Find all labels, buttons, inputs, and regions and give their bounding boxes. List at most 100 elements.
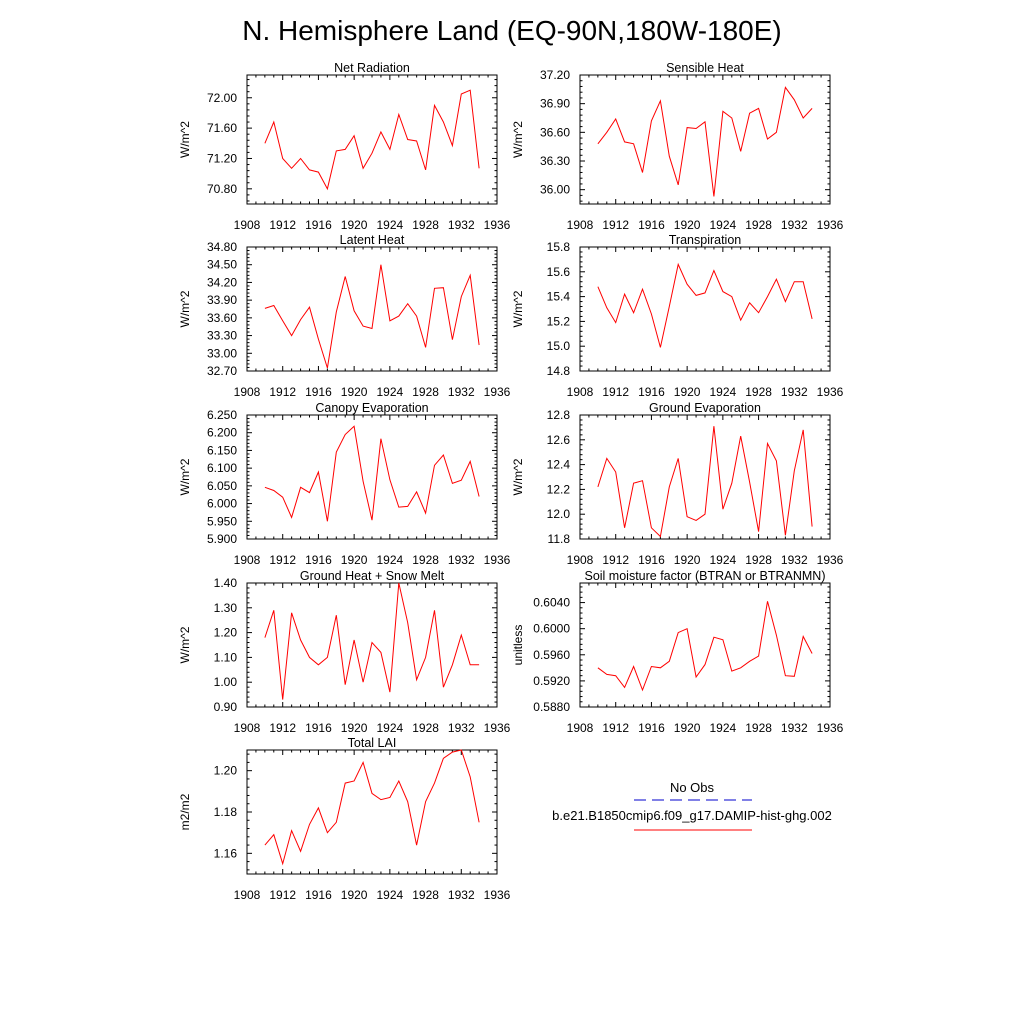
- y-tick-label: 0.6040: [533, 596, 570, 610]
- y-tick-label: 6.150: [207, 443, 237, 457]
- series-line: [597, 601, 813, 692]
- x-tick-label: 1912: [269, 721, 296, 735]
- x-tick-label: 1920: [341, 721, 368, 735]
- panel-title: Net Radiation: [334, 61, 410, 75]
- y-tick-label: 71.20: [207, 151, 237, 165]
- x-tick-label: 1924: [710, 385, 737, 399]
- y-tick-label: 32.70: [207, 364, 237, 378]
- y-tick-label: 12.0: [547, 507, 571, 521]
- panel-title: Ground Evaporation: [649, 401, 761, 415]
- x-tick-label: 1924: [377, 721, 404, 735]
- x-tick-label: 1932: [781, 721, 808, 735]
- y-tick-label: 1.20: [214, 626, 238, 640]
- x-tick-label: 1928: [745, 385, 772, 399]
- x-tick-label: 1916: [638, 385, 665, 399]
- y-axis-label: unitless: [511, 625, 525, 666]
- x-tick-label: 1936: [817, 218, 844, 232]
- x-tick-label: 1928: [412, 721, 439, 735]
- y-tick-label: 6.000: [207, 497, 237, 511]
- x-tick-label: 1912: [269, 385, 296, 399]
- x-tick-label: 1908: [567, 553, 594, 567]
- panel-ground-heat-snow-melt: Ground Heat + Snow Melt 1908 1912 1916 1920 1…: [178, 569, 511, 735]
- y-tick-label: 33.00: [207, 346, 237, 360]
- series-line: [597, 262, 813, 348]
- y-tick-label: 14.8: [547, 364, 571, 378]
- y-tick-label: 36.60: [540, 125, 570, 139]
- x-tick-label: 1912: [602, 385, 629, 399]
- x-tick-label: 1916: [305, 888, 332, 902]
- y-axis-label: W/m^2: [178, 290, 192, 327]
- y-tick-label: 0.5960: [533, 648, 570, 662]
- y-tick-label: 15.8: [547, 240, 571, 254]
- x-tick-label: 1912: [602, 721, 629, 735]
- y-tick-label: 6.100: [207, 461, 237, 475]
- x-tick-label: 1916: [638, 218, 665, 232]
- y-tick-label: 36.00: [540, 183, 570, 197]
- y-tick-label: 15.4: [547, 290, 571, 304]
- x-tick-label: 1908: [234, 553, 261, 567]
- y-tick-label: 15.6: [547, 265, 571, 279]
- x-tick-label: 1908: [567, 218, 594, 232]
- y-axis-label: W/m^2: [511, 121, 525, 158]
- y-axis-label: W/m^2: [178, 458, 192, 495]
- x-tick-label: 1924: [710, 721, 737, 735]
- x-tick-label: 1920: [674, 553, 701, 567]
- y-tick-label: 71.60: [207, 121, 237, 135]
- series-line: [264, 89, 480, 191]
- y-tick-label: 0.5920: [533, 674, 570, 688]
- y-tick-label: 36.90: [540, 97, 570, 111]
- y-tick-label: 72.00: [207, 91, 237, 105]
- x-tick-label: 1924: [377, 553, 404, 567]
- y-tick-label: 1.40: [214, 576, 238, 590]
- y-tick-label: 12.6: [547, 433, 571, 447]
- x-tick-label: 1936: [817, 553, 844, 567]
- panel-title: Latent Heat: [340, 233, 405, 247]
- x-tick-label: 1908: [234, 385, 261, 399]
- panel-net-radiation: Net Radiation 1908 1912 1916 1920 1924 1928 193…: [178, 61, 511, 232]
- y-tick-label: 6.050: [207, 479, 237, 493]
- x-tick-label: 1932: [448, 218, 475, 232]
- y-tick-label: 12.2: [547, 482, 571, 496]
- x-tick-label: 1924: [377, 385, 404, 399]
- y-tick-label: 11.8: [548, 532, 571, 546]
- y-tick-label: 70.80: [207, 182, 237, 196]
- x-tick-label: 1908: [234, 218, 261, 232]
- y-tick-label: 1.10: [214, 650, 238, 664]
- series-line: [264, 264, 480, 369]
- x-tick-label: 1920: [341, 553, 368, 567]
- panel-title: Transpiration: [669, 233, 742, 247]
- y-tick-label: 6.200: [207, 426, 237, 440]
- y-tick-label: 1.20: [214, 764, 238, 778]
- x-tick-label: 1924: [710, 553, 737, 567]
- x-tick-label: 1908: [567, 721, 594, 735]
- x-tick-label: 1932: [448, 553, 475, 567]
- x-tick-label: 1916: [305, 385, 332, 399]
- x-tick-label: 1928: [745, 721, 772, 735]
- x-tick-label: 1932: [781, 553, 808, 567]
- x-tick-label: 1932: [448, 888, 475, 902]
- legend-obs-label: No Obs: [670, 780, 715, 795]
- series-line: [264, 425, 480, 522]
- y-tick-label: 33.60: [207, 311, 237, 325]
- panel-transpiration: Transpiration 1908 1912 1916 1920 1924 1928 193…: [511, 233, 844, 399]
- panel-title: Total LAI: [348, 736, 397, 750]
- x-tick-label: 1932: [781, 218, 808, 232]
- x-tick-label: 1932: [448, 385, 475, 399]
- series-line: [597, 426, 813, 538]
- x-tick-label: 1936: [817, 721, 844, 735]
- x-tick-label: 1928: [745, 218, 772, 232]
- x-tick-label: 1916: [305, 721, 332, 735]
- y-axis-label: W/m^2: [511, 290, 525, 327]
- y-tick-label: 5.900: [207, 532, 237, 546]
- x-tick-label: 1928: [412, 888, 439, 902]
- y-tick-label: 0.90: [214, 700, 238, 714]
- x-tick-label: 1936: [484, 721, 511, 735]
- x-tick-label: 1912: [269, 888, 296, 902]
- x-tick-label: 1932: [448, 721, 475, 735]
- x-tick-label: 1920: [674, 721, 701, 735]
- x-tick-label: 1920: [674, 218, 701, 232]
- x-tick-label: 1908: [234, 721, 261, 735]
- y-tick-label: 34.50: [207, 258, 237, 272]
